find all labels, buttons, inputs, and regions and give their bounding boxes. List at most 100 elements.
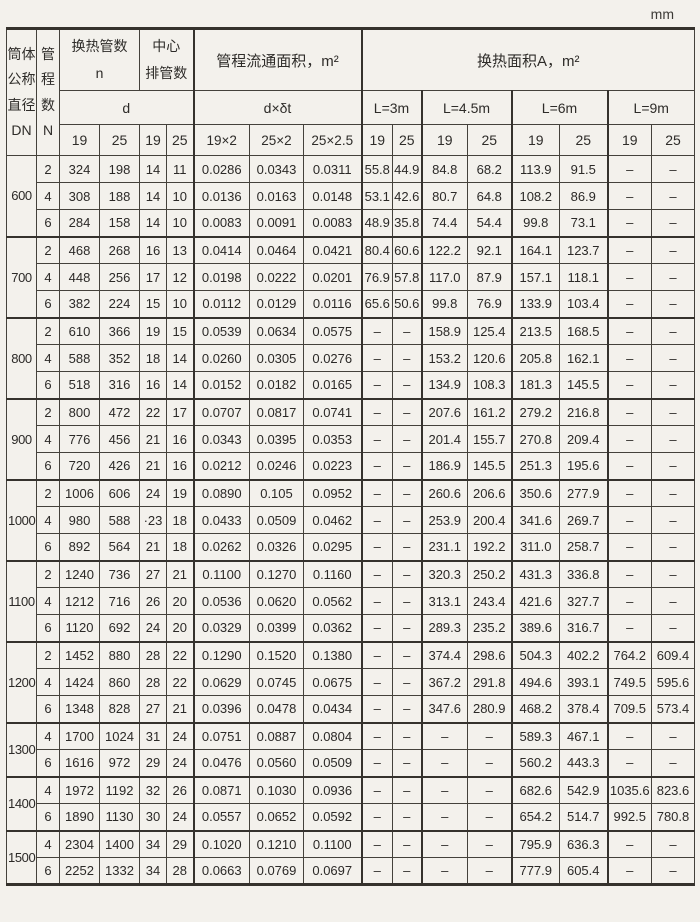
- header-col-l6-25: 25: [559, 124, 608, 156]
- header-col-l45-25: 25: [467, 124, 512, 156]
- data-cell: –: [360, 452, 393, 480]
- data-cell: 14: [139, 155, 167, 183]
- data-cell: 29: [139, 749, 167, 777]
- table-row: 4 776 456 21 16 0.0343 0.0395 0.0353– –201.4 155.…: [7, 425, 695, 453]
- data-cell: 57.8: [392, 263, 422, 291]
- table-row: 1100 2 1240 736 27 21 0.1100 0.1270 0.1160– –320.…: [6, 559, 695, 642]
- data-cell: 16: [166, 452, 194, 480]
- dn-value: 1100: [6, 559, 37, 642]
- data-cell: 17: [139, 263, 167, 291]
- data-cell: 14: [139, 209, 167, 237]
- data-cell: 16: [139, 235, 167, 264]
- data-cell: 0.0112: [192, 290, 250, 318]
- table-row: 6 1890 1130 30 24 0.0557 0.0652 0.0592– – – –654.2…: [7, 803, 695, 831]
- data-cell: 716: [99, 587, 140, 615]
- data-cell: –: [360, 587, 393, 615]
- data-cell: 1006: [59, 478, 100, 507]
- data-cell: –: [392, 857, 422, 885]
- data-cell: 209.4: [559, 425, 608, 453]
- data-cell: 0.0509: [303, 749, 362, 777]
- data-cell: 0.0433: [192, 506, 250, 534]
- table-row: 6 1348 828 27 21 0.0396 0.0478 0.0434– –347.6 280…: [7, 695, 695, 723]
- header-col-l6-19: 19: [510, 124, 560, 156]
- data-cell: 251.3: [510, 452, 560, 480]
- table-row: 6 2252 1332 34 28 0.0663 0.0769 0.0697– – – –777.9…: [7, 857, 695, 885]
- dn-value: 1200: [6, 640, 37, 723]
- data-cell: –: [360, 857, 393, 885]
- data-cell: ·23: [139, 506, 167, 534]
- pass-count: 2: [36, 235, 60, 264]
- table-row: 6 284 158 14 10 0.0083 0.0091 0.0083 48.9 35.8 74.…: [7, 209, 695, 237]
- pass-count: 6: [36, 695, 60, 723]
- data-cell: –: [606, 316, 652, 345]
- data-cell: –: [651, 478, 695, 507]
- data-cell: 560.2: [510, 749, 560, 777]
- data-cell: 347.6: [420, 695, 468, 723]
- data-cell: –: [392, 803, 422, 831]
- header-col-d19: 19: [59, 124, 100, 156]
- data-cell: 157.1: [510, 263, 560, 291]
- data-cell: 284: [59, 209, 100, 237]
- data-cell: 0.0399: [249, 614, 304, 642]
- data-cell: 1348: [59, 695, 100, 723]
- data-cell: 24: [166, 749, 194, 777]
- data-cell: 22: [166, 640, 194, 669]
- data-cell: 113.9: [510, 155, 560, 183]
- data-cell: 2252: [59, 857, 100, 885]
- data-cell: 610: [59, 316, 100, 345]
- data-cell: 682.6: [510, 775, 560, 804]
- data-cell: 366: [99, 316, 140, 345]
- data-cell: –: [467, 749, 512, 777]
- data-cell: –: [606, 263, 652, 291]
- data-cell: 426: [99, 452, 140, 480]
- data-cell: 654.2: [510, 803, 560, 831]
- table-row: 4 308 188 14 10 0.0136 0.0163 0.0148 53.1 42.6 80.…: [7, 182, 695, 210]
- data-cell: 324: [59, 155, 100, 183]
- data-cell: 28: [139, 668, 167, 696]
- data-cell: –: [606, 829, 652, 858]
- data-cell: –: [651, 533, 695, 561]
- data-cell: 0.0539: [192, 316, 250, 345]
- header-tube-passes: 管 程 数 N: [36, 28, 60, 156]
- data-cell: 0.0536: [192, 587, 250, 615]
- data-cell: –: [606, 425, 652, 453]
- data-cell: 0.0562: [303, 587, 362, 615]
- data-cell: 48.9: [360, 209, 393, 237]
- data-cell: 992.5: [606, 803, 652, 831]
- data-cell: 195.6: [559, 452, 608, 480]
- data-cell: 99.8: [420, 290, 468, 318]
- data-cell: 10: [166, 182, 194, 210]
- header-exchange-area: 换热面积A，m²: [360, 28, 695, 91]
- data-cell: –: [467, 721, 512, 750]
- data-cell: 316.7: [559, 614, 608, 642]
- dn-value: 900: [6, 397, 37, 480]
- data-cell: 0.0745: [249, 668, 304, 696]
- data-cell: 0.0629: [192, 668, 250, 696]
- data-cell: 0.0871: [192, 775, 250, 804]
- data-cell: 393.1: [559, 668, 608, 696]
- pass-count: 2: [36, 155, 60, 183]
- data-cell: 573.4: [651, 695, 695, 723]
- table-row: 4 980 588·23 18 0.0433 0.0509 0.0462– –253.9 200…: [7, 506, 695, 534]
- data-cell: 736: [99, 559, 140, 588]
- data-cell: 1424: [59, 668, 100, 696]
- pass-count: 2: [36, 316, 60, 345]
- data-cell: 0.0136: [192, 182, 250, 210]
- data-cell: 18: [139, 344, 167, 372]
- data-cell: 467.1: [559, 721, 608, 750]
- table-row: 800 2 610 366 19 15 0.0539 0.0634 0.0575– –158.9 1…: [6, 316, 695, 399]
- data-cell: –: [392, 344, 422, 372]
- data-cell: –: [360, 371, 393, 399]
- table-row: 1300 4 1700 1024 31 24 0.0751 0.0887 0.0804– – – –5…: [6, 721, 695, 777]
- data-cell: 0.0362: [303, 614, 362, 642]
- pass-count: 4: [36, 829, 60, 858]
- data-cell: 0.1270: [249, 559, 304, 588]
- data-cell: 120.6: [467, 344, 512, 372]
- data-cell: 145.5: [559, 371, 608, 399]
- data-cell: 350.6: [510, 478, 560, 507]
- data-cell: 720: [59, 452, 100, 480]
- data-cell: 308: [59, 182, 100, 210]
- pass-count: 6: [36, 290, 60, 318]
- data-cell: 19: [139, 316, 167, 345]
- data-cell: 0.0091: [249, 209, 304, 237]
